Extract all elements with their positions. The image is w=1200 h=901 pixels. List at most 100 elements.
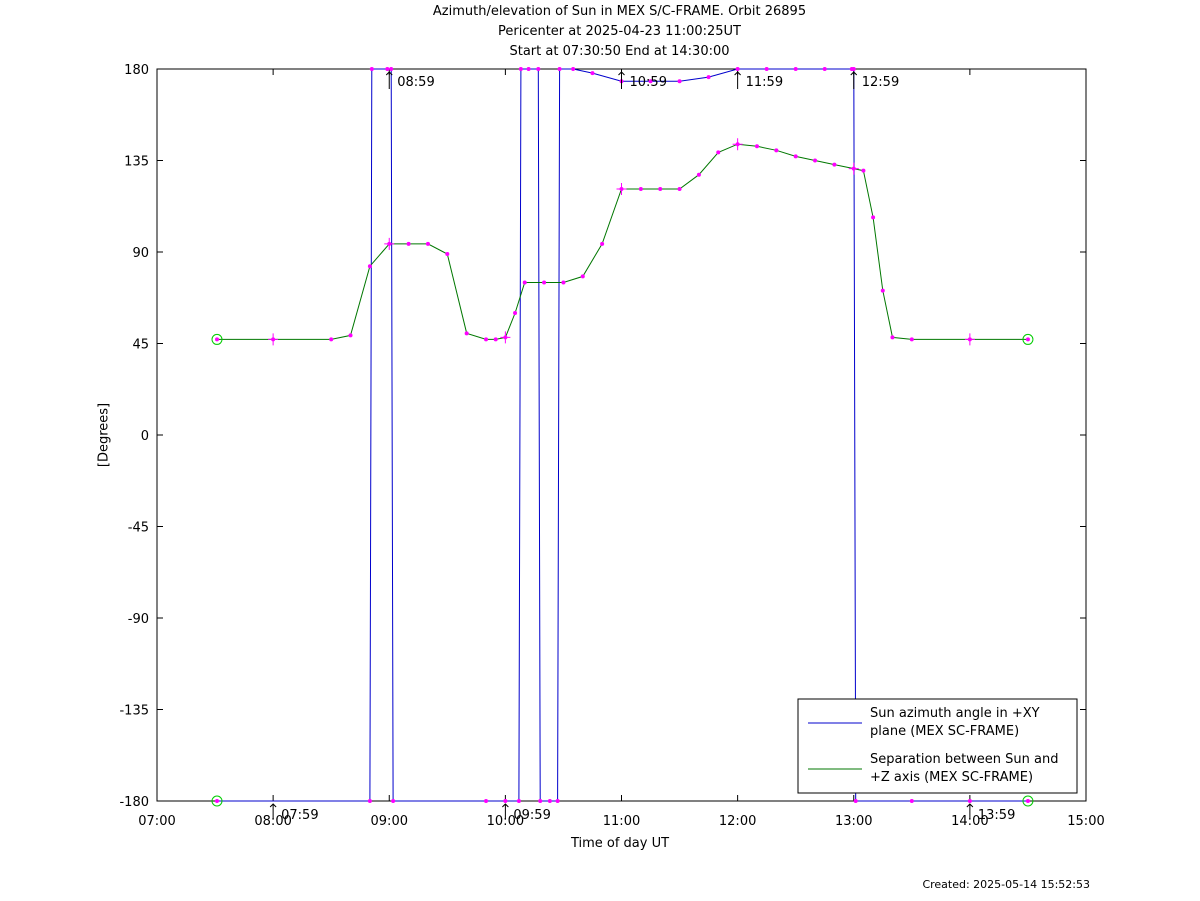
- data-point: [561, 280, 566, 285]
- hour-marker: [500, 331, 511, 344]
- data-point: [516, 799, 521, 803]
- legend-label: +Z axis (MEX SC-FRAME): [870, 770, 1033, 785]
- x-tick-label: 12:00: [719, 814, 756, 829]
- x-tick-label: 10:00: [487, 814, 524, 829]
- hour-marker: [384, 237, 395, 250]
- y-tick-label: -135: [119, 704, 149, 719]
- data-point: [542, 280, 547, 285]
- legend-label: plane (MEX SC-FRAME): [870, 724, 1019, 739]
- created-timestamp: Created: 2025-05-14 15:52:53: [922, 878, 1090, 891]
- y-tick-label: -180: [119, 795, 149, 810]
- y-tick-label: -90: [128, 612, 149, 627]
- chart-title-line-2: Pericenter at 2025-04-23 11:00:25UT: [497, 24, 741, 39]
- data-point: [706, 75, 711, 80]
- data-point: [406, 241, 411, 246]
- data-point: [526, 67, 531, 71]
- data-point: [658, 186, 663, 191]
- x-tick-label: 14:00: [951, 814, 988, 829]
- data-point: [793, 67, 798, 71]
- data-point: [367, 799, 372, 803]
- data-point: [522, 280, 527, 285]
- data-point: [571, 67, 576, 71]
- data-point: [909, 337, 914, 342]
- legend-label: Sun azimuth angle in +XY: [870, 706, 1040, 721]
- data-point: [389, 67, 394, 71]
- data-point: [851, 67, 856, 71]
- endpoint-marker: [211, 795, 223, 807]
- y-axis-label: [Degrees]: [96, 402, 112, 468]
- data-point: [518, 67, 523, 71]
- x-tick-label: 07:00: [138, 814, 175, 829]
- data-point: [1025, 799, 1030, 803]
- data-point: [880, 288, 885, 293]
- data-point: [214, 799, 219, 803]
- data-point: [590, 71, 595, 76]
- data-point: [793, 154, 798, 159]
- data-point: [1025, 337, 1030, 342]
- hour-marker: [964, 333, 975, 346]
- data-point: [861, 168, 866, 173]
- data-point: [677, 186, 682, 191]
- data-point: [853, 799, 858, 803]
- y-tick-label: -45: [128, 521, 149, 536]
- data-point: [967, 799, 972, 803]
- data-point: [503, 799, 508, 803]
- endpoint-marker: [1022, 795, 1034, 807]
- data-point: [696, 172, 701, 177]
- data-point: [513, 311, 518, 315]
- plot-frame: [156, 68, 1087, 802]
- data-point: [536, 67, 541, 71]
- hour-marker: [616, 182, 627, 195]
- hour-marker: [732, 138, 743, 151]
- y-tick-label: 90: [132, 246, 149, 261]
- data-point: [774, 148, 779, 153]
- data-point: [464, 331, 469, 336]
- data-point: [493, 337, 498, 342]
- hour-annotation-top: 12:59: [862, 75, 899, 90]
- data-point: [909, 799, 914, 803]
- data-point: [369, 67, 374, 71]
- data-point: [547, 799, 552, 803]
- hour-marker: [848, 162, 859, 175]
- x-axis-label: Time of day UT: [570, 836, 670, 851]
- hour-marker: [268, 333, 279, 346]
- series-line-0: [217, 68, 1028, 802]
- chart-title-line-3: Start at 07:30:50 End at 14:30:00: [509, 44, 730, 59]
- chart-title-line-1: Azimuth/elevation of Sun in MEX S/C-FRAM…: [432, 4, 807, 19]
- data-point: [557, 67, 562, 71]
- data-point: [600, 241, 605, 246]
- endpoint-marker: [1022, 333, 1034, 345]
- series-line-1: [217, 143, 1028, 340]
- data-point: [822, 67, 827, 71]
- data-point: [648, 79, 653, 84]
- endpoint-marker: [211, 333, 223, 345]
- y-tick-label: 180: [124, 63, 149, 78]
- data-point: [555, 799, 560, 803]
- data-point: [348, 333, 353, 338]
- data-point: [425, 241, 430, 246]
- data-point: [716, 150, 721, 155]
- y-tick-label: 0: [141, 429, 149, 444]
- y-tick-label: 135: [124, 155, 149, 170]
- x-tick-label: 15:00: [1067, 814, 1104, 829]
- annotation-arrow: [734, 71, 741, 89]
- data-point: [735, 67, 740, 71]
- x-tick-label: 09:00: [371, 814, 408, 829]
- annotation-arrow: [502, 803, 509, 819]
- data-point: [677, 79, 682, 84]
- legend-box: [797, 698, 1078, 794]
- data-point: [214, 337, 219, 342]
- data-point: [638, 186, 643, 191]
- data-point: [580, 274, 585, 279]
- data-point: [367, 264, 372, 269]
- annotation-arrow: [966, 803, 974, 819]
- annotation-arrow: [618, 71, 625, 89]
- hour-annotation-top: 08:59: [397, 75, 434, 90]
- x-tick-label: 13:00: [835, 814, 872, 829]
- data-point: [890, 335, 895, 340]
- hour-annotation-bottom: 13:59: [978, 808, 1015, 823]
- data-point: [871, 215, 876, 220]
- annotation-arrow: [850, 71, 858, 89]
- hour-annotation-bottom: 09:59: [513, 808, 550, 823]
